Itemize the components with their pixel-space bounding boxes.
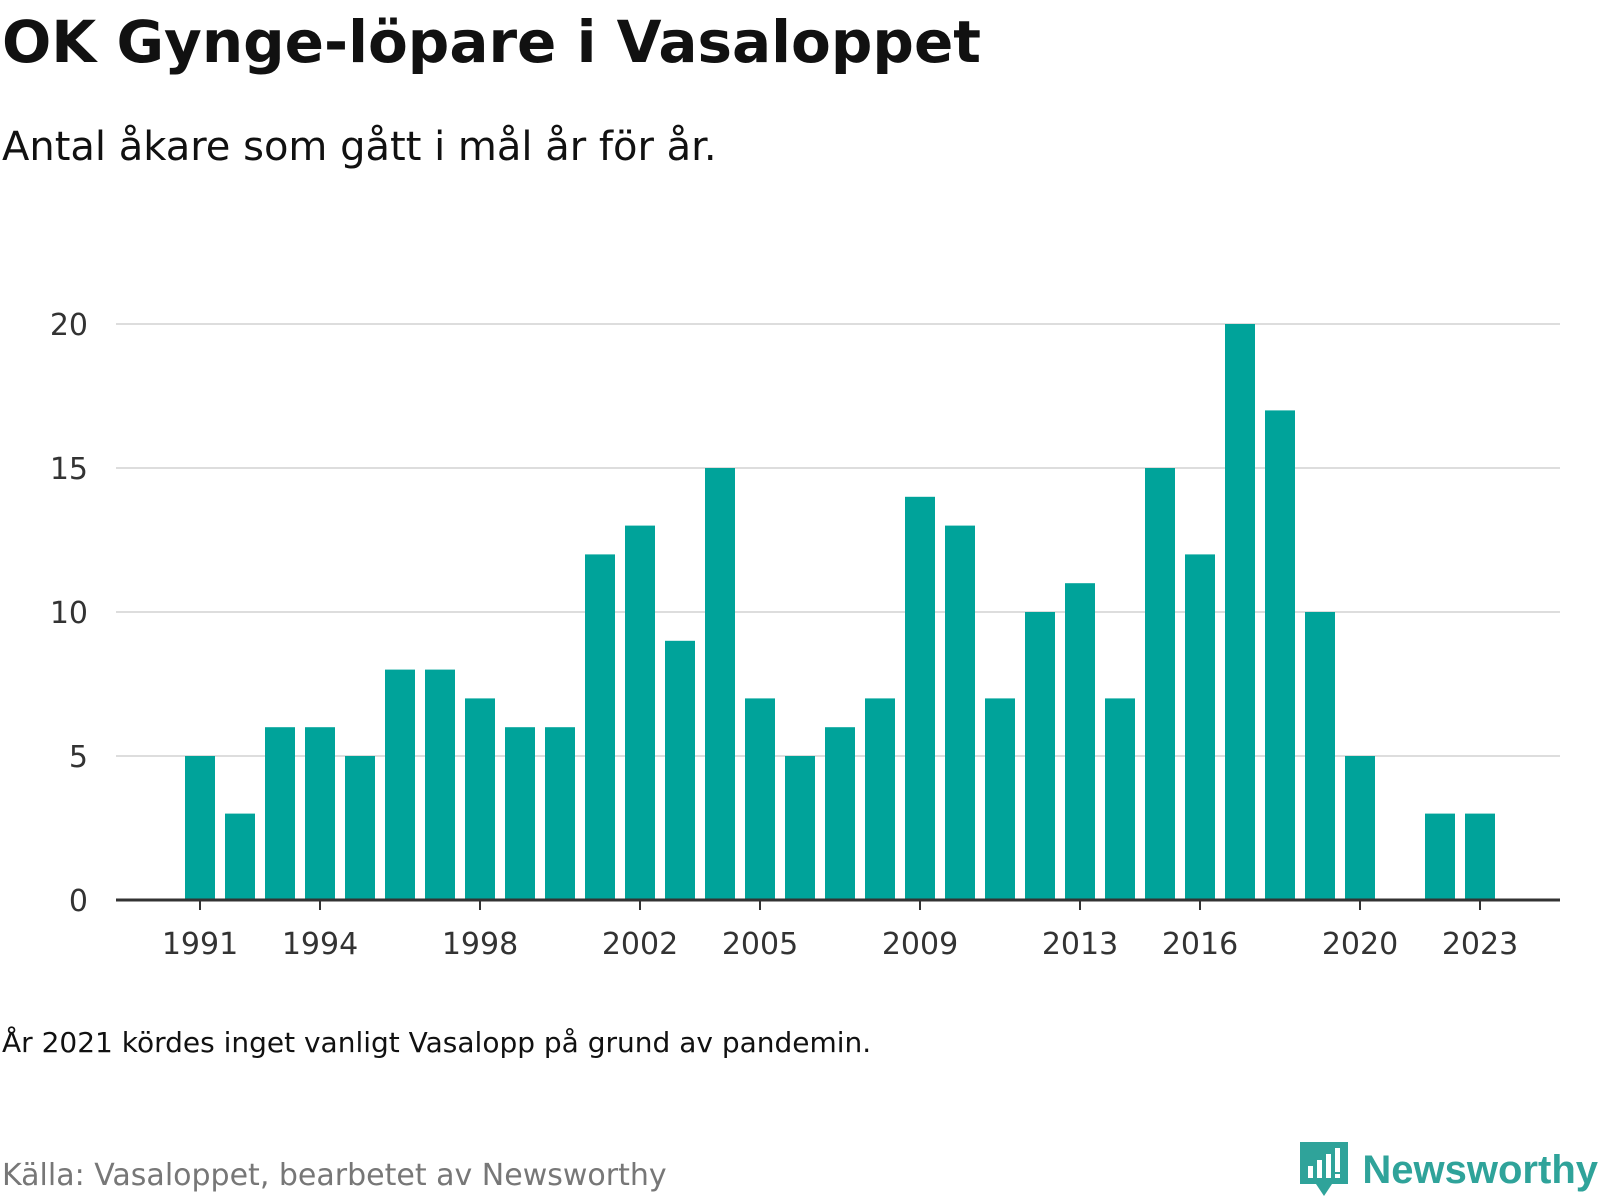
bar-2000 [545,727,575,900]
bar-2018 [1265,410,1295,900]
bar-1995 [345,756,375,900]
x-tick-label: 2020 [1322,927,1398,962]
bar-1998 [465,698,495,900]
x-tick-label: 2009 [882,927,958,962]
brand-logo: Newsworthy [1296,1140,1598,1200]
bar-2001 [585,554,615,900]
x-tick-label: 1998 [442,927,518,962]
bar-2017 [1225,324,1255,900]
gridlines [116,323,1560,757]
bar-2013 [1065,583,1095,900]
chart-source: Källa: Vasaloppet, bearbetet av Newswort… [2,1158,667,1193]
bar-2015 [1145,468,1175,900]
bar-2014 [1105,698,1135,900]
x-tick-label: 1991 [162,927,238,962]
chart-subtitle: Antal åkare som gått i mål år för år. [2,124,717,170]
bar-2020 [1345,756,1375,900]
y-tick-label: 5 [69,740,88,775]
bar-2003 [665,640,695,900]
bar-2022 [1425,813,1455,900]
bar-2023 [1465,813,1495,900]
y-tick-label: 10 [50,596,88,631]
x-tick-label: 1994 [282,927,358,962]
bar-1994 [305,727,335,900]
bar-2011 [985,698,1015,900]
bar-1996 [385,669,415,900]
bar-2019 [1305,612,1335,900]
chart-title: OK Gynge-löpare i Vasaloppet [2,8,982,76]
bar-2008 [865,698,895,900]
bar-2009 [905,496,935,900]
y-axis-ticks: 0 5 10 15 20 [50,308,88,919]
x-tick-label: 2005 [722,927,798,962]
bar-2004 [705,468,735,900]
bar-2012 [1025,612,1055,900]
newsworthy-logo-icon [1300,1142,1349,1196]
bar-1997 [425,669,455,900]
bar-2006 [785,756,815,900]
bar-1991 [185,756,215,900]
x-tick-label: 2016 [1162,927,1238,962]
x-axis-ticks: 1991 1994 1998 2002 2005 2009 2013 2016 2020 2023 [162,900,1518,962]
bar-2005 [745,698,775,900]
x-tick-label: 2023 [1442,927,1518,962]
chart-note: År 2021 kördes inget vanligt Vasalopp på… [2,1026,872,1059]
bar-2002 [625,525,655,900]
bar-chart: 0 5 10 15 20 1991 1994 1998 2002 2005 2009 2013 201… [50,308,1560,962]
bar-1993 [265,727,295,900]
bar-1992 [225,813,255,900]
x-tick-label: 2013 [1042,927,1118,962]
y-tick-label: 20 [50,308,88,343]
y-tick-label: 0 [69,884,88,919]
y-tick-label: 15 [50,452,88,487]
bar-2010 [945,525,975,900]
x-tick-label: 2002 [602,927,678,962]
bar-1999 [505,727,535,900]
bars [185,324,1495,900]
bar-2016 [1185,554,1215,900]
brand-name: Newsworthy [1362,1147,1598,1192]
bar-2007 [825,727,855,900]
